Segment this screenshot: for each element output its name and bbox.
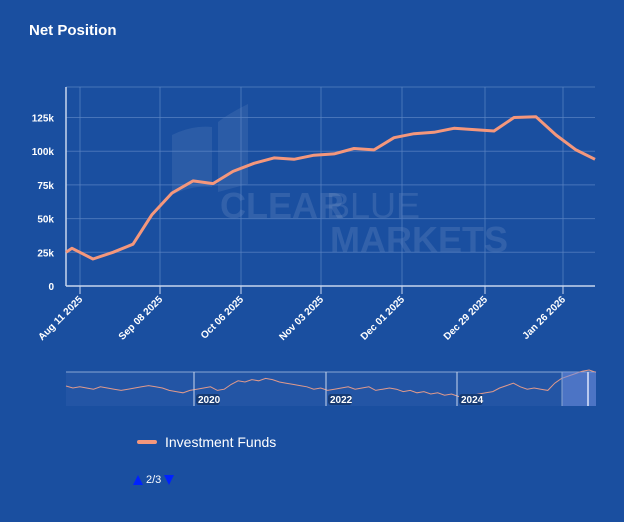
y-axis-label: 50k bbox=[37, 215, 54, 226]
x-axis-label: Aug 11 2025 bbox=[36, 294, 85, 343]
legend-item-investment-funds[interactable]: Investment Funds bbox=[137, 434, 276, 450]
navigator-year-label: 2024 bbox=[461, 395, 484, 406]
navigator-year-badge bbox=[459, 394, 483, 405]
x-axis-label: Dec 29 2025 bbox=[442, 294, 491, 343]
legend-pager: 2/3 bbox=[133, 474, 175, 486]
navigator-year-label: 2020 bbox=[198, 395, 221, 406]
navigator-year-badge bbox=[196, 394, 220, 405]
series-line-investment-funds bbox=[65, 115, 596, 261]
x-axis-label: Sep 08 2025 bbox=[117, 294, 166, 343]
x-axis-label: Dec 01 2025 bbox=[359, 294, 408, 343]
y-axis-label: 125k bbox=[32, 114, 55, 125]
pager-up-arrow-icon[interactable] bbox=[133, 475, 143, 485]
navigator-year-badge bbox=[328, 394, 352, 405]
x-axis-label: Jan 26 2026 bbox=[521, 294, 569, 342]
watermark-text: MARKETS bbox=[330, 219, 508, 260]
pager-down-arrow-icon[interactable] bbox=[164, 475, 175, 485]
y-axis-label: 25k bbox=[37, 248, 54, 259]
x-axis-label: Oct 06 2025 bbox=[199, 294, 246, 341]
y-axis-label: 75k bbox=[37, 181, 54, 192]
chart-title: Net Position bbox=[29, 22, 117, 39]
pager-text: 2/3 bbox=[146, 474, 162, 486]
navigator-selected-range[interactable] bbox=[562, 372, 596, 406]
legend-label: Investment Funds bbox=[165, 434, 277, 450]
watermark-text: BLUE bbox=[326, 185, 420, 226]
legend-line-icon bbox=[137, 440, 157, 444]
navigator-series-line bbox=[65, 369, 597, 399]
navigator-year-label: 2022 bbox=[330, 395, 353, 406]
x-axis-label: Nov 03 2025 bbox=[277, 294, 326, 343]
y-axis-label: 100k bbox=[32, 147, 55, 158]
y-axis-label: 0 bbox=[48, 282, 54, 293]
